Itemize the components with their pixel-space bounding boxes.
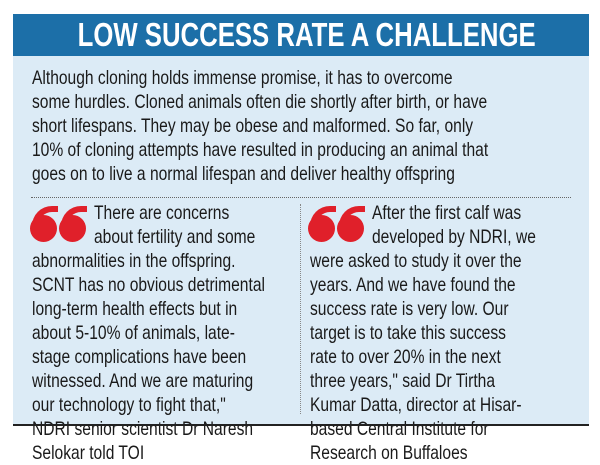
quote-mark-icon: [30, 206, 92, 247]
text-line: goes on to live a normal lifespan and de…: [32, 163, 455, 185]
text-line: stage complications have been: [32, 346, 247, 368]
headline: LOW SUCCESS RATE A CHALLENGE: [13, 14, 589, 56]
text-line: Research on Buffaloes: [310, 442, 468, 464]
text-line: our technology to fight that,": [32, 394, 226, 416]
text-line: were asked to study it over the: [310, 250, 522, 272]
text-line: about 5-10% of animals, late-: [32, 322, 235, 344]
text-line: NDRI senior scientist Dr Naresh: [32, 418, 254, 440]
text-line: developed by NDRI, we: [372, 226, 536, 248]
bottom-rule: [13, 424, 589, 426]
text-line: abnormalities in the offspring.: [32, 250, 236, 272]
text-line: three years," said Dr Tirtha: [310, 370, 496, 392]
intro-paragraph: Although cloning holds immense promise, …: [32, 66, 600, 186]
headline-text: LOW SUCCESS RATE A CHALLENGE: [77, 16, 536, 53]
text-line: some hurdles. Cloned animals often die s…: [32, 91, 488, 113]
text-line: rate to over 20% in the next: [310, 346, 501, 368]
text-line: There are concerns: [94, 202, 230, 224]
text-line: witnessed. And we are maturing: [32, 370, 254, 392]
text-line: SCNT has no obvious detrimental: [32, 274, 265, 296]
text-line: success rate is very low. Our: [310, 298, 509, 320]
text-line: years. And we have found the: [310, 274, 516, 296]
text-line: Kumar Datta, director at Hisar-: [310, 394, 522, 416]
text-line: 10% of cloning attempts have resulted in…: [32, 139, 489, 161]
text-line: After the first calf was: [372, 202, 522, 224]
text-line: about fertility and some: [94, 226, 256, 248]
quote-mark-icon: [308, 206, 370, 247]
text-line: long-term health effects but in: [32, 298, 238, 320]
text-line: short lifespans. They may be obese and m…: [32, 115, 474, 137]
text-line: Selokar told TOI: [32, 442, 145, 464]
column-divider: [300, 204, 301, 414]
text-line: target is to take this success: [310, 322, 506, 344]
text-line: Although cloning holds immense promise, …: [32, 67, 453, 89]
text-line: based Central Institute for: [310, 418, 489, 440]
infobox: LOW SUCCESS RATE A CHALLENGE Although cl…: [13, 14, 589, 464]
divider: [31, 197, 571, 198]
